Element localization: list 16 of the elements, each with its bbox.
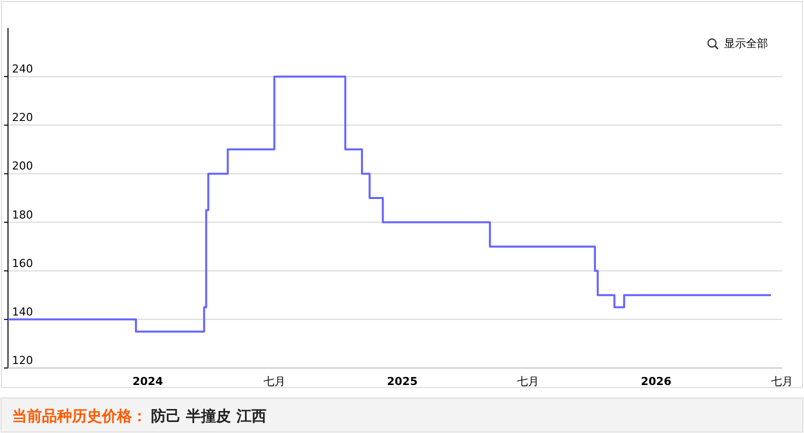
x-tick-label: 七月 <box>263 375 286 388</box>
text: 防己 半撞皮 江西 <box>151 407 266 425</box>
y-tick-label: 200 <box>12 160 33 173</box>
y-tick-label: 140 <box>12 305 33 318</box>
x-tick-label: 七月 <box>517 375 540 388</box>
x-tick-label: 2026 <box>640 375 672 388</box>
y-tick-label: 160 <box>12 256 33 270</box>
x-tick-label: 2024 <box>132 375 164 388</box>
x-tick-label: 七月 <box>771 375 793 388</box>
y-tick-label: 220 <box>12 111 33 124</box>
x-tick-label: 2025 <box>386 375 418 388</box>
text: 当前品种历史价格： <box>12 407 147 425</box>
y-tick-label: 180 <box>12 208 33 222</box>
y-tick-label: 120 <box>12 354 33 367</box>
annotation: 显示全部 <box>724 37 768 50</box>
y-tick-label: 240 <box>12 62 33 76</box>
